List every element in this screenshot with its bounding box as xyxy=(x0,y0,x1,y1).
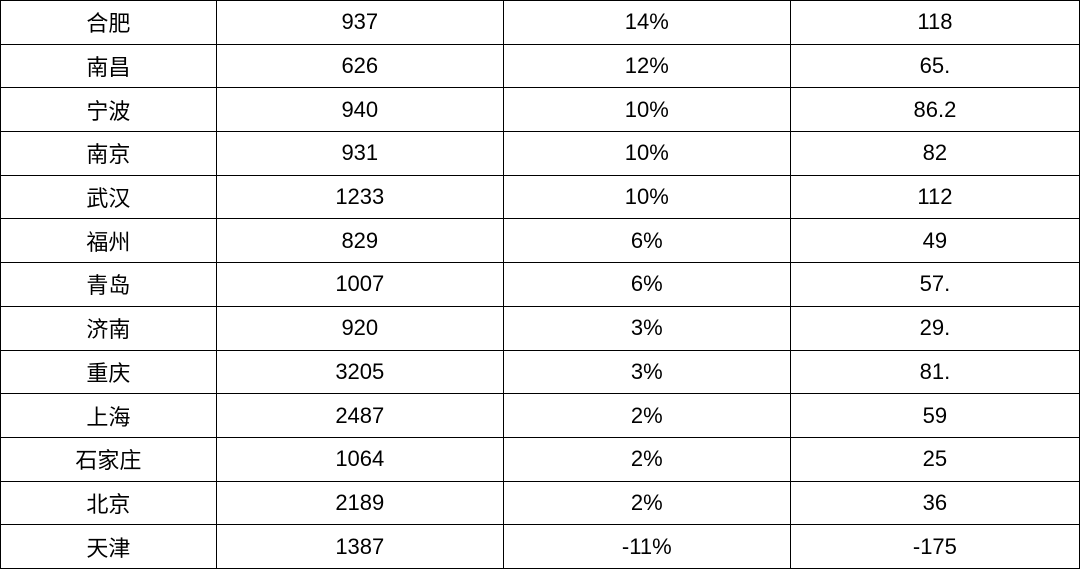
value1-cell: 931 xyxy=(216,132,503,176)
value2-cell: 81. xyxy=(790,350,1079,394)
percent-cell: 2% xyxy=(503,481,790,525)
value2-cell: 82 xyxy=(790,132,1079,176)
city-cell: 南京 xyxy=(1,132,217,176)
city-data-table: 合肥 937 14% 118 南昌 626 12% 65. 宁波 940 10%… xyxy=(0,0,1080,569)
table-row: 北京 2189 2% 36 xyxy=(1,481,1080,525)
percent-cell: 12% xyxy=(503,44,790,88)
value2-cell: 118 xyxy=(790,1,1079,45)
value1-cell: 937 xyxy=(216,1,503,45)
value1-cell: 3205 xyxy=(216,350,503,394)
value1-cell: 2189 xyxy=(216,481,503,525)
value2-cell: 59 xyxy=(790,394,1079,438)
value2-cell: 65. xyxy=(790,44,1079,88)
table-row: 重庆 3205 3% 81. xyxy=(1,350,1080,394)
value1-cell: 920 xyxy=(216,306,503,350)
city-cell: 北京 xyxy=(1,481,217,525)
value2-cell: -175 xyxy=(790,525,1079,569)
table-row: 南京 931 10% 82 xyxy=(1,132,1080,176)
city-cell: 武汉 xyxy=(1,175,217,219)
percent-cell: 14% xyxy=(503,1,790,45)
city-cell: 青岛 xyxy=(1,263,217,307)
value1-cell: 1007 xyxy=(216,263,503,307)
percent-cell: 3% xyxy=(503,306,790,350)
table-row: 合肥 937 14% 118 xyxy=(1,1,1080,45)
city-cell: 石家庄 xyxy=(1,437,217,481)
city-cell: 宁波 xyxy=(1,88,217,132)
percent-cell: 3% xyxy=(503,350,790,394)
percent-cell: 2% xyxy=(503,437,790,481)
city-cell: 南昌 xyxy=(1,44,217,88)
city-cell: 合肥 xyxy=(1,1,217,45)
city-cell: 上海 xyxy=(1,394,217,438)
city-cell: 济南 xyxy=(1,306,217,350)
value2-cell: 36 xyxy=(790,481,1079,525)
table-row: 南昌 626 12% 65. xyxy=(1,44,1080,88)
table-row: 石家庄 1064 2% 25 xyxy=(1,437,1080,481)
value2-cell: 25 xyxy=(790,437,1079,481)
percent-cell: 10% xyxy=(503,88,790,132)
value2-cell: 57. xyxy=(790,263,1079,307)
table-row: 福州 829 6% 49 xyxy=(1,219,1080,263)
value2-cell: 29. xyxy=(790,306,1079,350)
value2-cell: 86.2 xyxy=(790,88,1079,132)
value2-cell: 112 xyxy=(790,175,1079,219)
value1-cell: 1233 xyxy=(216,175,503,219)
value1-cell: 2487 xyxy=(216,394,503,438)
percent-cell: 10% xyxy=(503,175,790,219)
table-row: 青岛 1007 6% 57. xyxy=(1,263,1080,307)
city-cell: 福州 xyxy=(1,219,217,263)
percent-cell: 2% xyxy=(503,394,790,438)
value1-cell: 1064 xyxy=(216,437,503,481)
table-row: 武汉 1233 10% 112 xyxy=(1,175,1080,219)
percent-cell: 6% xyxy=(503,263,790,307)
percent-cell: -11% xyxy=(503,525,790,569)
percent-cell: 6% xyxy=(503,219,790,263)
percent-cell: 10% xyxy=(503,132,790,176)
value1-cell: 940 xyxy=(216,88,503,132)
table-row: 天津 1387 -11% -175 xyxy=(1,525,1080,569)
value1-cell: 829 xyxy=(216,219,503,263)
table-body: 合肥 937 14% 118 南昌 626 12% 65. 宁波 940 10%… xyxy=(1,1,1080,569)
value1-cell: 626 xyxy=(216,44,503,88)
table-row: 济南 920 3% 29. xyxy=(1,306,1080,350)
city-cell: 天津 xyxy=(1,525,217,569)
city-cell: 重庆 xyxy=(1,350,217,394)
value2-cell: 49 xyxy=(790,219,1079,263)
value1-cell: 1387 xyxy=(216,525,503,569)
table-row: 宁波 940 10% 86.2 xyxy=(1,88,1080,132)
table-row: 上海 2487 2% 59 xyxy=(1,394,1080,438)
